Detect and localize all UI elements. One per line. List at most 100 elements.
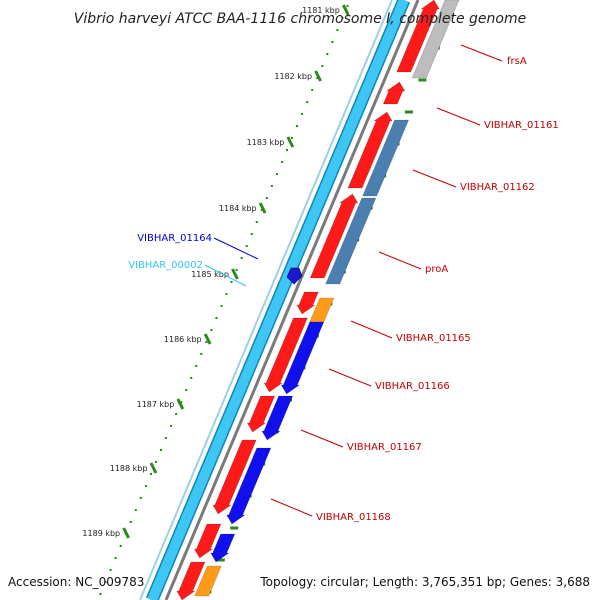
scale-dot bbox=[139, 497, 142, 499]
gene-proA-feature[interactable] bbox=[325, 197, 377, 285]
map-title: Vibrio harveyi ATCC BAA-1116 chromosome … bbox=[74, 11, 526, 27]
scale-tick bbox=[286, 136, 295, 148]
scale-dot bbox=[180, 401, 183, 403]
scale-dot bbox=[336, 29, 339, 31]
scale-dot bbox=[190, 377, 193, 379]
gene-features bbox=[176, 0, 460, 600]
backbone-edge bbox=[139, 0, 393, 600]
gene-01162-cds[interactable] bbox=[347, 111, 393, 189]
scale-dot bbox=[185, 389, 188, 391]
scale-dot bbox=[316, 77, 319, 79]
gene-01168-cds[interactable] bbox=[212, 439, 257, 515]
label-leader-line bbox=[270, 498, 313, 517]
kbp-label: 1188 kbp bbox=[110, 464, 148, 473]
scale-dot bbox=[230, 281, 233, 283]
scale-dot bbox=[109, 569, 112, 571]
label-leader-line bbox=[213, 237, 259, 260]
scale-tick bbox=[176, 398, 185, 410]
scale-dot bbox=[160, 449, 162, 451]
scale-dot bbox=[225, 293, 228, 295]
gene-cds[interactable] bbox=[193, 523, 222, 559]
kbp-label: 1186 kbp bbox=[164, 335, 202, 344]
scale-dot bbox=[321, 65, 324, 67]
label-leader-line bbox=[300, 429, 344, 448]
gene-frsA-feature[interactable] bbox=[411, 0, 460, 79]
kbp-scale: 1181 kbp 1182 kbp 1183 kbp 1184 kbp 1185 kbp… bbox=[82, 4, 440, 595]
scale-dot bbox=[255, 221, 258, 223]
gene-label-v01168[interactable]: VIBHAR_01168 bbox=[316, 512, 391, 523]
label-leader-line bbox=[436, 107, 481, 126]
kbp-label: 1183 kbp bbox=[247, 138, 285, 147]
scale-dot bbox=[296, 125, 299, 127]
scale-dot bbox=[260, 209, 263, 211]
scale-dot bbox=[200, 353, 203, 355]
scale-dot bbox=[165, 437, 168, 439]
scale-dot bbox=[286, 149, 288, 151]
scale-dot bbox=[205, 341, 208, 343]
gene-feature[interactable] bbox=[194, 565, 222, 597]
scale-dot bbox=[311, 89, 314, 91]
gene-proA-cds[interactable] bbox=[309, 193, 359, 279]
kbp-label: 1184 kbp bbox=[219, 204, 257, 213]
gene-01166-cds[interactable] bbox=[263, 317, 308, 393]
scale-dot bbox=[119, 545, 122, 547]
kbp-label: 1187 kbp bbox=[137, 400, 175, 409]
gene-01168-feature[interactable] bbox=[226, 447, 272, 525]
gene-01164-marker[interactable] bbox=[286, 267, 303, 285]
gene-label-v01162[interactable]: VIBHAR_01162 bbox=[460, 182, 535, 193]
gene-label-v01165[interactable]: VIBHAR_01165 bbox=[396, 333, 471, 344]
gene-01167-cds[interactable] bbox=[246, 395, 276, 433]
gene-cds[interactable] bbox=[176, 561, 206, 600]
gene-label-v00002[interactable]: VIBHAR_00002 bbox=[128, 260, 203, 271]
scale-dot bbox=[341, 17, 344, 19]
scale-dot bbox=[144, 485, 147, 487]
kbp-label: 1185 kbp bbox=[191, 270, 229, 279]
scale-dot bbox=[235, 269, 238, 271]
gene-01162-feature[interactable] bbox=[362, 119, 410, 197]
scale-dot bbox=[280, 161, 283, 163]
label-leader-line bbox=[378, 251, 422, 270]
scale-dot bbox=[301, 113, 304, 115]
scale-dot bbox=[134, 509, 137, 511]
scale-dot bbox=[175, 413, 178, 415]
kbp-label: 1181 kbp bbox=[302, 6, 340, 15]
gene-label-frsA[interactable]: frsA bbox=[507, 56, 527, 67]
scale-dot bbox=[104, 581, 107, 583]
scale-tick bbox=[314, 70, 322, 82]
gene-label-v01166[interactable]: VIBHAR_01166 bbox=[375, 381, 450, 392]
kbp-label: 1189 kbp bbox=[82, 529, 120, 538]
scale-dot bbox=[220, 305, 223, 307]
scale-dot bbox=[326, 53, 329, 55]
label-leader-line bbox=[460, 44, 503, 62]
scale-dot bbox=[215, 317, 218, 319]
gene-label-proA[interactable]: proA bbox=[425, 264, 448, 275]
gene-01167-feature[interactable] bbox=[261, 395, 294, 441]
gene-01161-cds[interactable] bbox=[382, 81, 406, 105]
gene-labels: frsA VIBHAR_01161 VIBHAR_01162 proA VIBHAR_0… bbox=[128, 44, 559, 523]
gene-feature[interactable] bbox=[210, 533, 236, 563]
accession-text: Accession: NC_009783 bbox=[8, 575, 144, 589]
gene-label-v01164[interactable]: VIBHAR_01164 bbox=[137, 233, 212, 244]
scale-dot bbox=[275, 173, 278, 175]
scale-dot bbox=[306, 101, 309, 103]
scale-dot bbox=[245, 245, 248, 247]
gene-label-v01161[interactable]: VIBHAR_01161 bbox=[484, 120, 559, 131]
gene-frsA-cds[interactable] bbox=[396, 0, 440, 73]
scale-dot bbox=[114, 557, 117, 559]
scale-tick bbox=[231, 268, 239, 280]
scale-dot bbox=[270, 185, 273, 187]
scale-tick bbox=[149, 462, 158, 474]
backbone-track bbox=[147, 0, 409, 600]
map-title-text: Vibrio harveyi ATCC BAA-1116 chromosome … bbox=[74, 11, 526, 27]
gene-01166-feature[interactable] bbox=[280, 321, 325, 395]
scale-dot bbox=[210, 329, 213, 331]
scale-dot bbox=[170, 425, 173, 427]
gc-track bbox=[164, 0, 420, 600]
scale-dot bbox=[99, 593, 102, 595]
gene-label-v01167[interactable]: VIBHAR_01167 bbox=[347, 442, 422, 453]
gene-01165-cds[interactable] bbox=[296, 291, 319, 315]
topology-summary: Topology: circular; Length: 3,765,351 bp… bbox=[259, 575, 590, 589]
scale-tick bbox=[203, 333, 212, 345]
scale-tick bbox=[258, 202, 267, 214]
